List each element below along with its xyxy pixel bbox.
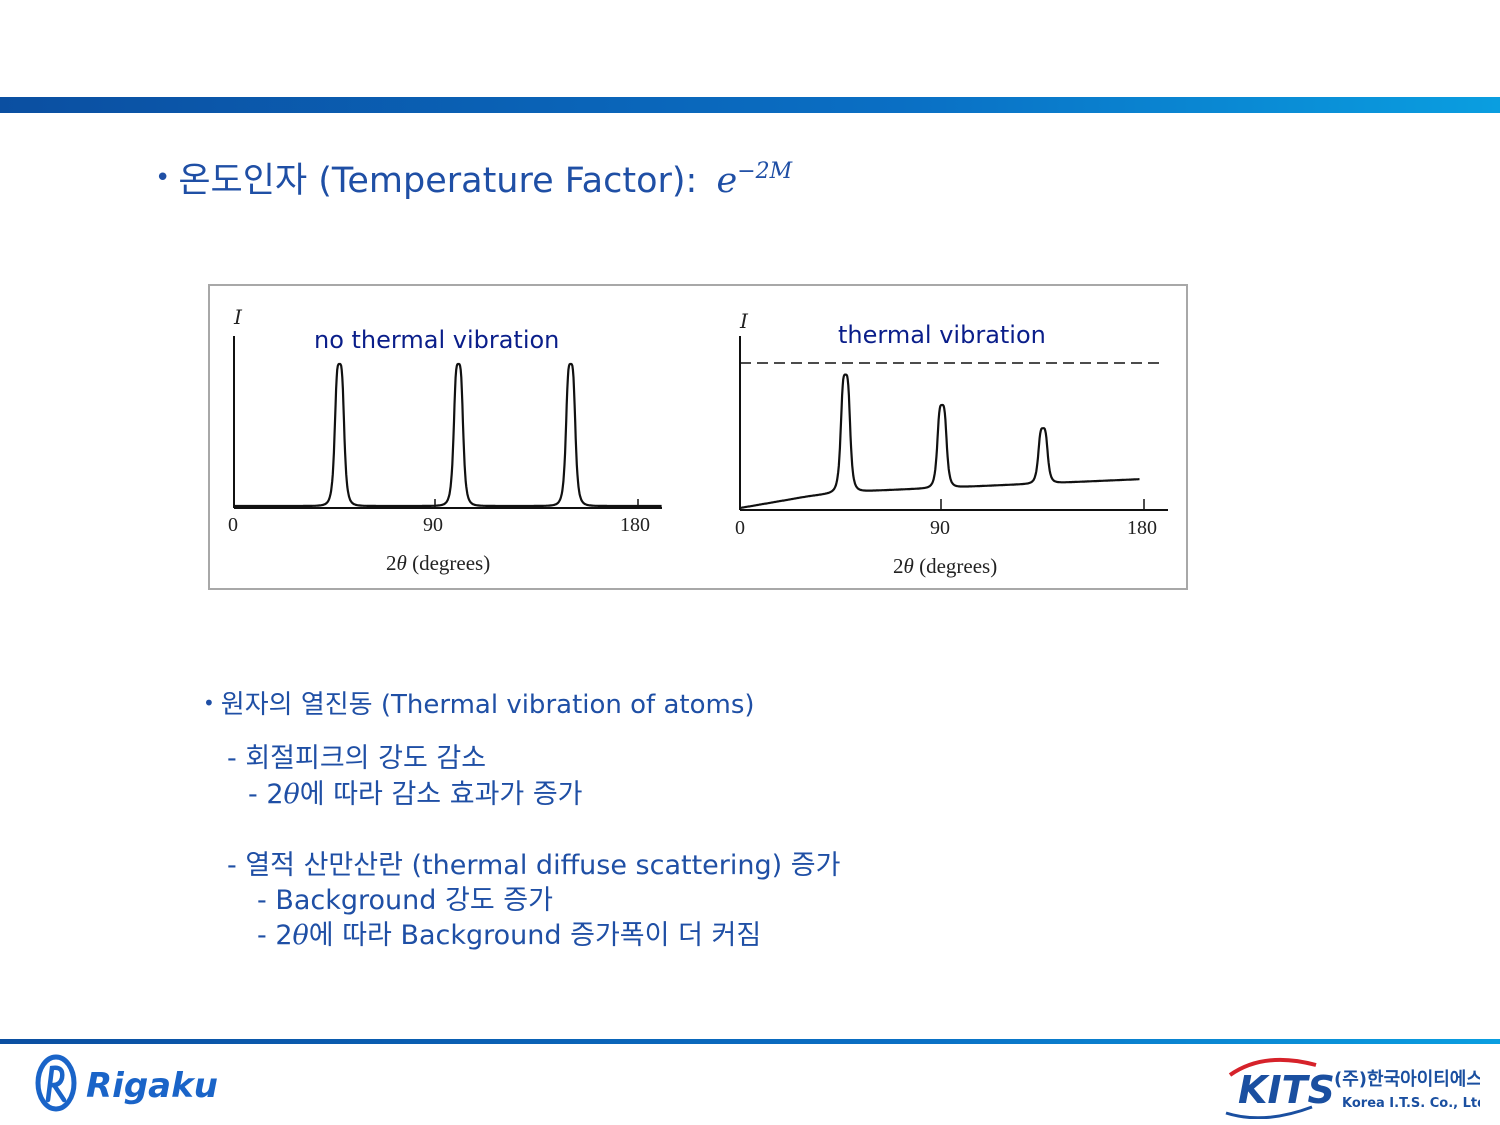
kits-swoosh-blue xyxy=(1225,1105,1313,1120)
kits-company-en: Korea I.T.S. Co., Ltd. xyxy=(1342,1096,1480,1111)
rigaku-logo: Rigaku xyxy=(34,1054,264,1118)
sub-item-tds-increase: - 열적 산만산란 (thermal diffuse scattering) 증… xyxy=(227,850,841,881)
right-x-label: 2θ (degrees) xyxy=(893,554,997,578)
diffraction-figure: I no thermal vibration 0 90 180 2θ (degr… xyxy=(208,284,1188,590)
left-caption: no thermal vibration xyxy=(314,326,559,354)
bullet-text: 원자의 열진동 (Thermal vibration of atoms) xyxy=(220,690,755,720)
bullet-dot: • xyxy=(203,691,215,715)
rigaku-emblem-r xyxy=(45,1065,67,1103)
slide-title: • 온도인자 (Temperature Factor): e−2M xyxy=(155,152,792,203)
sub2-suffix: 에 따라 감소 효과가 증가 xyxy=(299,779,583,810)
sub-item-intensity-decrease: - 회절피크의 강도 감소 xyxy=(227,743,487,774)
right-tick-label-0: 0 xyxy=(735,517,745,539)
sub5-theta: θ xyxy=(292,920,309,951)
sub-item-2theta-background: - 2θ에 따라 Background 증가폭이 더 커짐 xyxy=(257,913,761,952)
title-formula: e−2M xyxy=(716,159,793,201)
left-x-label: 2θ (degrees) xyxy=(386,551,490,575)
diffraction-plots: I no thermal vibration 0 90 180 2θ (degr… xyxy=(228,305,1168,578)
sub2-prefix: - 2 xyxy=(248,779,284,810)
right-plot: I thermal vibration 0 90 180 2θ (degrees… xyxy=(735,309,1168,578)
sub-item-2theta-decrease: - 2θ에 따라 감소 효과가 증가 xyxy=(248,772,583,811)
left-y-label: I xyxy=(233,305,243,329)
sub5-prefix: - 2 xyxy=(257,920,293,951)
formula-exponent: −2M xyxy=(737,159,793,184)
kits-company-kr: (주)한국아이티에스 xyxy=(1334,1069,1480,1090)
header-bar xyxy=(0,97,1500,113)
rigaku-wordmark: Rigaku xyxy=(86,1066,218,1106)
sub5-suffix: 에 따라 Background 증가폭이 더 커짐 xyxy=(308,920,762,951)
left-tick-label-90: 90 xyxy=(423,514,443,536)
rigaku-logo-graphic: Rigaku xyxy=(35,1054,218,1112)
left-tick-label-0: 0 xyxy=(228,514,238,536)
kits-logo-graphic: KITS (주)한국아이티에스 Korea I.T.S. Co., Ltd. xyxy=(1225,1057,1491,1120)
left-intensity-curve xyxy=(234,362,662,508)
right-intensity-curve xyxy=(739,373,1140,510)
kits-swoosh-red xyxy=(1228,1057,1317,1077)
right-tick-label-90: 90 xyxy=(930,517,950,539)
right-tick-label-180: 180 xyxy=(1127,517,1157,539)
right-y-label: I xyxy=(739,309,749,333)
kits-logo: KITS (주)한국아이티에스 Korea I.T.S. Co., Ltd. xyxy=(1224,1055,1491,1123)
bullet-thermal-vibration: • 원자의 열진동 (Thermal vibration of atoms) xyxy=(203,684,755,721)
sub2-theta: θ xyxy=(283,779,300,810)
title-bullet: • xyxy=(155,163,171,193)
formula-base: e xyxy=(716,161,738,201)
footer-bar xyxy=(0,1039,1500,1044)
left-plot: I no thermal vibration 0 90 180 2θ (degr… xyxy=(228,305,662,575)
right-caption: thermal vibration xyxy=(838,321,1046,349)
title-text: 온도인자 (Temperature Factor): xyxy=(178,161,709,201)
left-tick-label-180: 180 xyxy=(620,514,650,536)
rigaku-emblem-icon xyxy=(35,1054,77,1112)
sub-item-background-increase: - Background 강도 증가 xyxy=(257,885,553,916)
kits-wordmark: KITS xyxy=(1238,1068,1335,1112)
